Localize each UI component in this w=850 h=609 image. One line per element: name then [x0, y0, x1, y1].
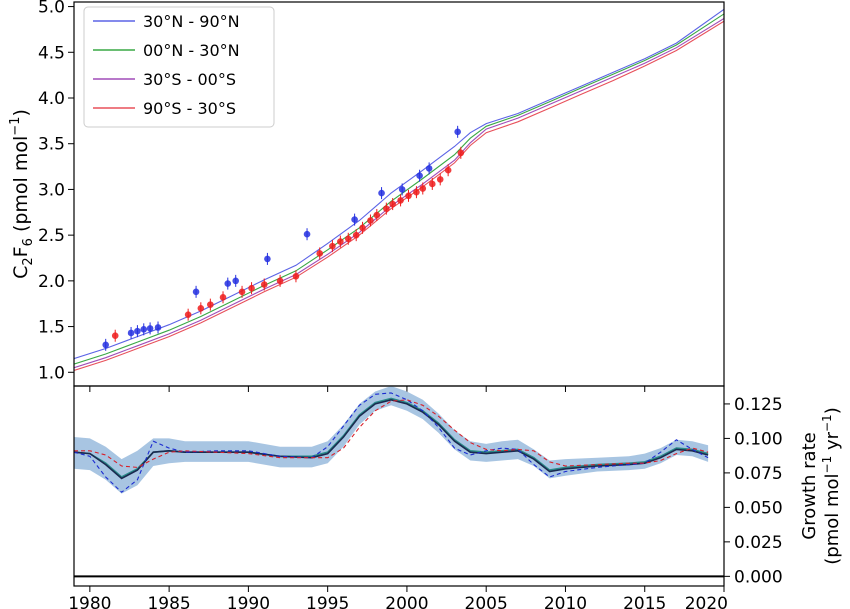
top-y-ticks: 1.0 1.5 2.0 2.5 3.0 3.5 4.0 4.5 5.0: [38, 0, 74, 383]
obs-point-0-7: [224, 280, 232, 287]
legend-label-90s-30s: 90°S - 30°S: [143, 99, 236, 118]
bottom-ytick-label-3: 0.075: [734, 464, 783, 484]
obs-point-0-2: [134, 327, 141, 335]
obs-point-1-8: [260, 281, 268, 288]
bottom-xtick-label-3: 1995: [306, 594, 349, 609]
obs-point-0-13: [398, 186, 406, 193]
obs-point-1-11: [316, 250, 324, 257]
uncertainty-band: [74, 386, 709, 494]
top-ytick-label-7: 4.5: [38, 43, 65, 63]
bottom-xtick-label-6: 2010: [544, 594, 587, 609]
obs-point-0-15: [425, 165, 433, 172]
bottom-xtick-label-4: 2000: [385, 594, 428, 609]
bottom-xtick-label-7: 2015: [623, 594, 666, 609]
obs-point-1-4: [207, 301, 214, 308]
obs-point-0-6: [192, 288, 200, 296]
obs-point-1-19: [383, 205, 390, 212]
legend-label-30s-00s: 30°S - 00°S: [143, 70, 236, 89]
bottom-xtick-label-2: 1990: [227, 594, 270, 609]
obs-point-1-7: [248, 284, 255, 292]
obs-point-0-8: [232, 277, 240, 285]
legend-entry-30s-00s: 30°S - 00°S: [93, 70, 236, 89]
legend: 30°N - 90°N 00°N - 30°N 30°S - 00°S 90°S…: [83, 6, 275, 128]
obs-point-0-9: [264, 255, 271, 263]
series-line-1: [74, 13, 724, 365]
top-ytick-label-1: 1.5: [38, 318, 65, 338]
obs-point-1-23: [413, 188, 420, 196]
legend-entry-00n-30n: 00°N - 30°N: [93, 41, 240, 60]
top-ytick-label-5: 3.5: [38, 135, 65, 155]
obs-point-1-14: [344, 235, 352, 243]
top-x-ticks: [89, 386, 725, 392]
obs-point-1-6: [238, 288, 246, 296]
obs-point-0-10: [303, 230, 311, 238]
top-ytick-label-3: 2.5: [38, 226, 65, 246]
top-ytick-label-4: 3.0: [38, 180, 65, 200]
bottom-xtick-label-0: 1980: [68, 594, 111, 609]
obs-point-0-0: [102, 341, 110, 349]
obs-point-0-5: [154, 324, 162, 331]
obs-point-1-18: [373, 211, 381, 219]
obs-point-1-16: [359, 224, 366, 232]
obs-point-1-28: [457, 149, 465, 157]
obs-point-1-24: [419, 185, 427, 192]
obs-point-0-4: [146, 325, 154, 332]
obs-point-1-15: [352, 231, 360, 239]
bottom-ytick-label-5: 0.125: [734, 395, 783, 415]
obs-point-1-2: [184, 311, 192, 318]
legend-entry-90s-30s: 90°S - 30°S: [93, 99, 236, 118]
legend-entry-30n-90n: 30°N - 90°N: [93, 12, 240, 31]
bottom-plot-area: [74, 386, 724, 578]
obs-point-1-26: [436, 176, 444, 183]
obs-point-1-1: [111, 332, 119, 340]
obs-point-1-20: [389, 200, 396, 208]
obs-point-1-5: [219, 294, 227, 301]
bottom-ytick-label-0: 0.000: [734, 567, 783, 587]
bottom-xtick-label-8: 2020: [685, 594, 728, 609]
obs-point-1-27: [444, 166, 452, 174]
obs-point-1-9: [276, 277, 284, 285]
obs-point-1-13: [337, 238, 344, 245]
bottom-xtick-label-1: 1985: [147, 594, 190, 609]
bottom-ytick-label-4: 0.100: [734, 429, 783, 449]
bottom-y-axis-label-line2: (pmol mol−1 yr−1): [820, 407, 843, 564]
obs-point-0-16: [454, 128, 461, 136]
obs-point-1-10: [292, 272, 300, 280]
series-line-0: [74, 8, 724, 360]
obs-point-1-17: [367, 217, 374, 224]
bottom-y-axis-label-line1: Growth rate: [799, 432, 820, 539]
bottom-ytick-label-1: 0.025: [734, 533, 783, 553]
top-ytick-label-6: 4.0: [38, 89, 65, 109]
legend-box: [83, 6, 275, 128]
top-ytick-label-8: 5.0: [38, 0, 65, 18]
legend-label-30n-90n: 30°N - 90°N: [143, 12, 240, 31]
bottom-ytick-label-2: 0.050: [734, 498, 783, 518]
top-observations: [102, 125, 465, 351]
obs-point-0-14: [416, 172, 423, 180]
bottom-y-ticks: 0.000 0.025 0.050 0.075 0.100 0.125: [724, 395, 783, 587]
obs-point-1-22: [405, 192, 412, 200]
obs-point-0-1: [127, 329, 135, 337]
bottom-x-ticks: 1980 1985 1990 1995 2000 2005 2010 2015 2020: [68, 586, 728, 609]
obs-point-1-3: [197, 304, 205, 312]
obs-point-1-25: [428, 180, 436, 188]
bottom-axes-frame: [73, 385, 725, 587]
top-ytick-label-0: 1.0: [38, 363, 65, 383]
obs-point-1-21: [397, 197, 404, 204]
growth-line-south-dashed: [74, 399, 709, 468]
obs-point-0-11: [351, 216, 358, 223]
legend-label-00n-30n: 00°N - 30°N: [143, 41, 240, 60]
top-panel: 1.0 1.5 2.0 2.5 3.0 3.5 4.0 4.5 5.0 C2F6 (pmol m…: [8, 0, 725, 392]
top-ytick-label-2: 2.0: [38, 272, 65, 292]
top-y-axis-label: C2F6 (pmol mol−1): [8, 109, 36, 279]
growth-line-mean-dark: [74, 398, 709, 480]
obs-point-0-3: [140, 326, 148, 333]
obs-point-0-12: [378, 189, 385, 197]
bottom-xtick-label-5: 2005: [465, 594, 508, 609]
obs-point-1-12: [329, 242, 336, 250]
growth-line-north-dashed: [74, 392, 709, 493]
